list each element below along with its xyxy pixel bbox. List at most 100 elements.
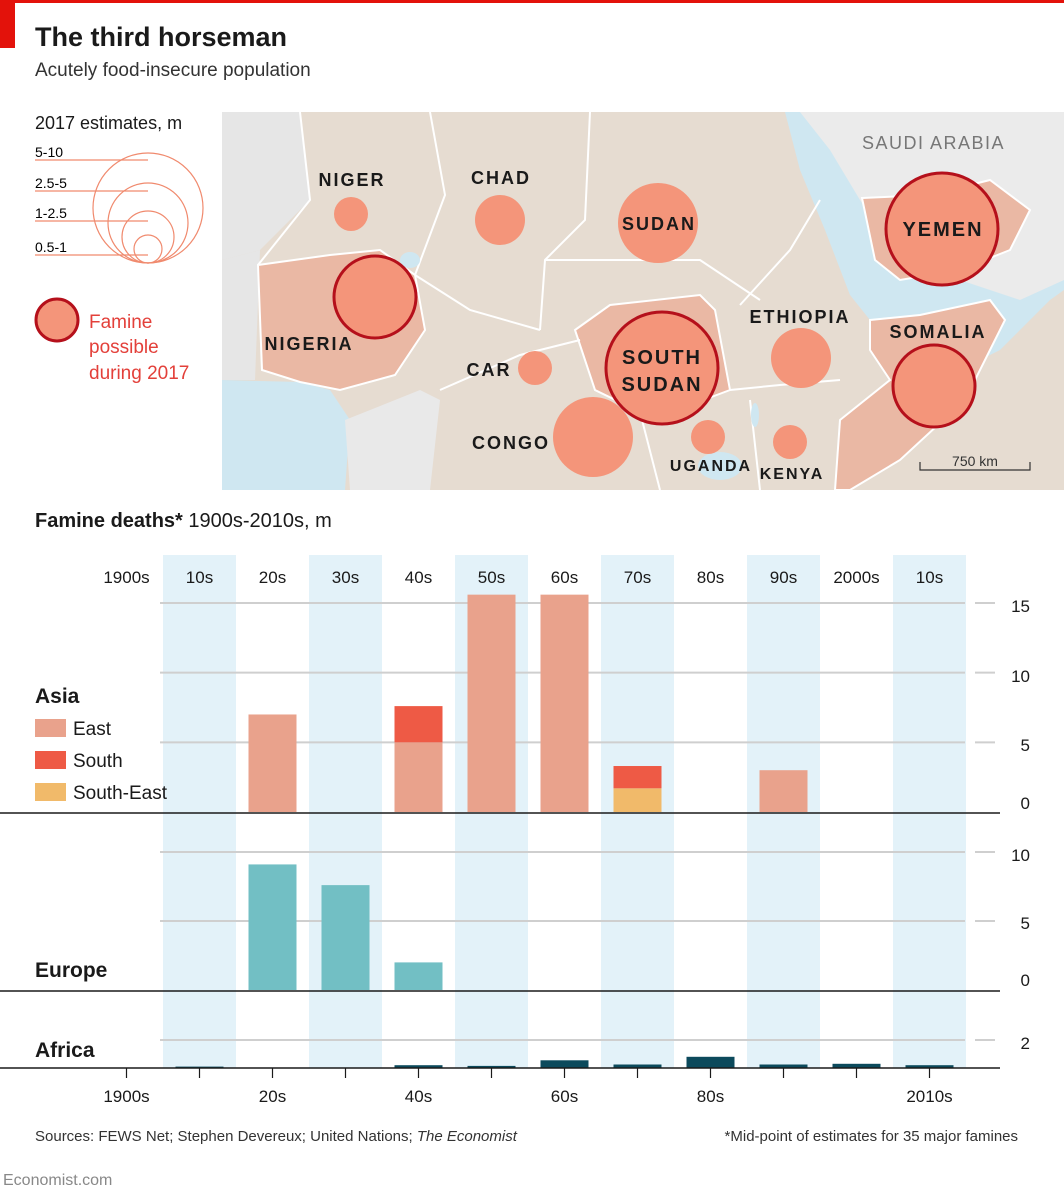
bubble-somalia [891,343,977,429]
label-yemen: YEMEN [902,219,983,241]
decade-label: 80s [697,568,724,587]
size-legend [35,152,204,264]
panel-label: Africa [35,1039,95,1062]
bar-africa [686,1056,735,1068]
decade-label: 60s [551,568,578,587]
y-tick-label: 10 [1011,846,1030,865]
label-ethiopia: ETHIOPIA [749,307,850,327]
bar-africa [540,1060,589,1068]
bubble-chad [475,195,525,245]
decade-label: 70s [624,568,651,587]
y-tick-label: 2 [1021,1034,1030,1053]
bar-europe [248,864,297,990]
bubble-nigeria [332,254,418,340]
decade-label: 2000s [833,568,879,587]
decade-label: 90s [770,568,797,587]
footnote: *Mid-point of estimates for 35 major fam… [724,1128,1018,1145]
decade-band [163,555,236,1068]
bar-africa [832,1063,881,1068]
brand: Economist.com [3,1172,113,1189]
panel-label: Europe [35,959,107,982]
map-area [222,111,1064,491]
bar-south [613,766,662,789]
bubble-congo [553,397,633,477]
map-figure: 2017 estimates, m 5-10 2.5-5 1-2.5 0.5-1… [34,111,1064,491]
size-legend-label: 2.5-5 [35,175,67,191]
legend-label: South [73,751,123,772]
decade-label: 50s [478,568,505,587]
decade-label: 30s [332,568,359,587]
label-south-sudan-line1: SOUTH [622,347,702,369]
sources-text: Sources: FEWS Net; Stephen Devereux; Uni… [35,1128,417,1145]
bar-south [394,706,443,743]
bar-east [540,594,589,812]
x-axis-label: 1900s [103,1087,149,1106]
x-axis-label: 80s [697,1087,724,1106]
famine-deaths-chart: 1900s 10s 20s 30s 40s 50s 60s 70s 80s 90s 2000s 10s… [0,555,1030,1106]
label-nigeria: NIGERIA [264,334,353,354]
scale-label: 750 km [952,453,998,469]
bar-africa [759,1064,808,1068]
bar-east [248,714,297,812]
size-legend-label: 5-10 [35,144,63,160]
bar-africa [613,1064,662,1068]
label-uganda: UGANDA [670,458,752,475]
decade-label: 10s [186,568,213,587]
label-chad: CHAD [471,168,531,188]
country-bubbles [332,171,1000,477]
map-legend-title: 2017 estimates, m [35,113,182,133]
y-tick-label: 0 [1021,971,1030,990]
chart-heading-rest: 1900s-2010s, m [182,510,332,532]
label-sudan: SUDAN [622,214,696,234]
label-car: CAR [467,360,512,380]
decade-label: 20s [259,568,286,587]
bubble-south-sudan [604,310,720,426]
x-axis-label: 60s [551,1087,578,1106]
bubble-sudan [618,183,698,263]
legend-swatch [35,719,66,737]
x-axis-label: 40s [405,1087,432,1106]
legend-label: East [73,719,112,740]
label-congo: CONGO [472,433,550,453]
y-tick-label: 10 [1011,667,1030,686]
bar-africa [467,1065,516,1068]
bar-europe [321,885,370,990]
bubble-niger [334,197,368,231]
accent-bar [0,0,1064,3]
bar-east [759,770,808,812]
decade-label: 1900s [103,568,149,587]
bar-europe [394,962,443,990]
label-somalia: SOMALIA [890,322,987,342]
panel-label: Asia [35,685,80,708]
famine-legend-label: Famine [89,312,152,333]
famine-legend-label: possible [89,337,159,358]
legend-swatch [35,751,66,769]
chart-heading-bold: Famine deaths* [35,510,183,532]
x-axis-label: 2010s [906,1087,952,1106]
page-subtitle: Acutely food-insecure population [35,60,311,81]
bar-africa [394,1065,443,1068]
sources: Sources: FEWS Net; Stephen Devereux; Uni… [35,1128,517,1145]
famine-legend-label: during 2017 [89,363,189,384]
bubble-ethiopia [771,328,831,388]
bar-east [394,742,443,812]
label-niger: NIGER [318,170,385,190]
legend-swatch [35,783,66,801]
bar-africa [905,1065,954,1068]
y-tick-label: 15 [1011,597,1030,616]
bubble-kenya [773,425,807,459]
y-tick-label: 5 [1021,914,1030,933]
bubble-uganda [691,420,725,454]
size-legend-label: 0.5-1 [35,239,67,255]
decade-label: 10s [916,568,943,587]
decade-label: 40s [405,568,432,587]
legend-label: South-East [73,783,168,804]
red-tab [0,0,15,48]
bubble-yemen [884,171,1000,287]
decade-band [893,555,966,1068]
y-tick-label: 5 [1021,736,1030,755]
label-saudi-arabia: SAUDI ARABIA [862,133,1005,153]
bar-south-east [613,788,662,812]
size-legend-label: 1-2.5 [35,205,67,221]
bar-east [467,594,516,812]
